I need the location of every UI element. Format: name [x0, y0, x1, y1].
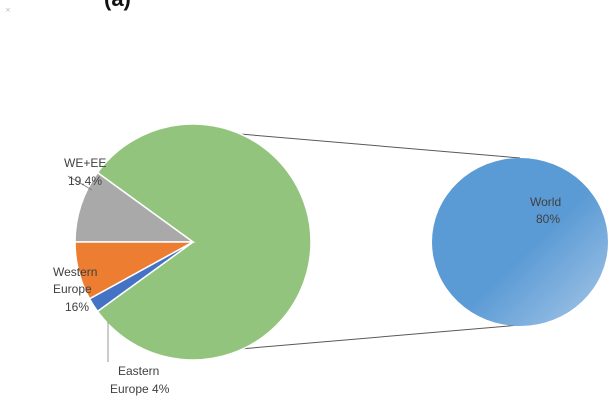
label-eastern-line2: Europe 4%	[110, 382, 170, 396]
label-western-line2: Europe	[53, 282, 92, 296]
label-we-ee-value: 19.4%	[68, 174, 102, 188]
secondary-pie-world	[432, 158, 608, 326]
label-we-ee-name: WE+EE	[64, 156, 106, 170]
corner-mark: ×	[5, 6, 11, 14]
pie-slice-we-ee	[74, 171, 196, 243]
pie-slice-eastern-europe	[88, 241, 194, 313]
connector-line-bottom	[192, 324, 521, 354]
chart-title-fragment: (a)	[104, 0, 131, 11]
main-pie	[74, 123, 312, 361]
leader-line-we-ee	[67, 175, 93, 191]
label-western-value: 16%	[65, 300, 89, 314]
connector-line-top	[192, 129, 521, 159]
label-world-value: 80%	[536, 212, 560, 226]
label-eastern-line1: Eastern	[118, 364, 159, 378]
label-western-line1: Western	[53, 265, 97, 279]
pie-slice-world	[96, 123, 312, 361]
label-world-name: World	[530, 195, 561, 209]
